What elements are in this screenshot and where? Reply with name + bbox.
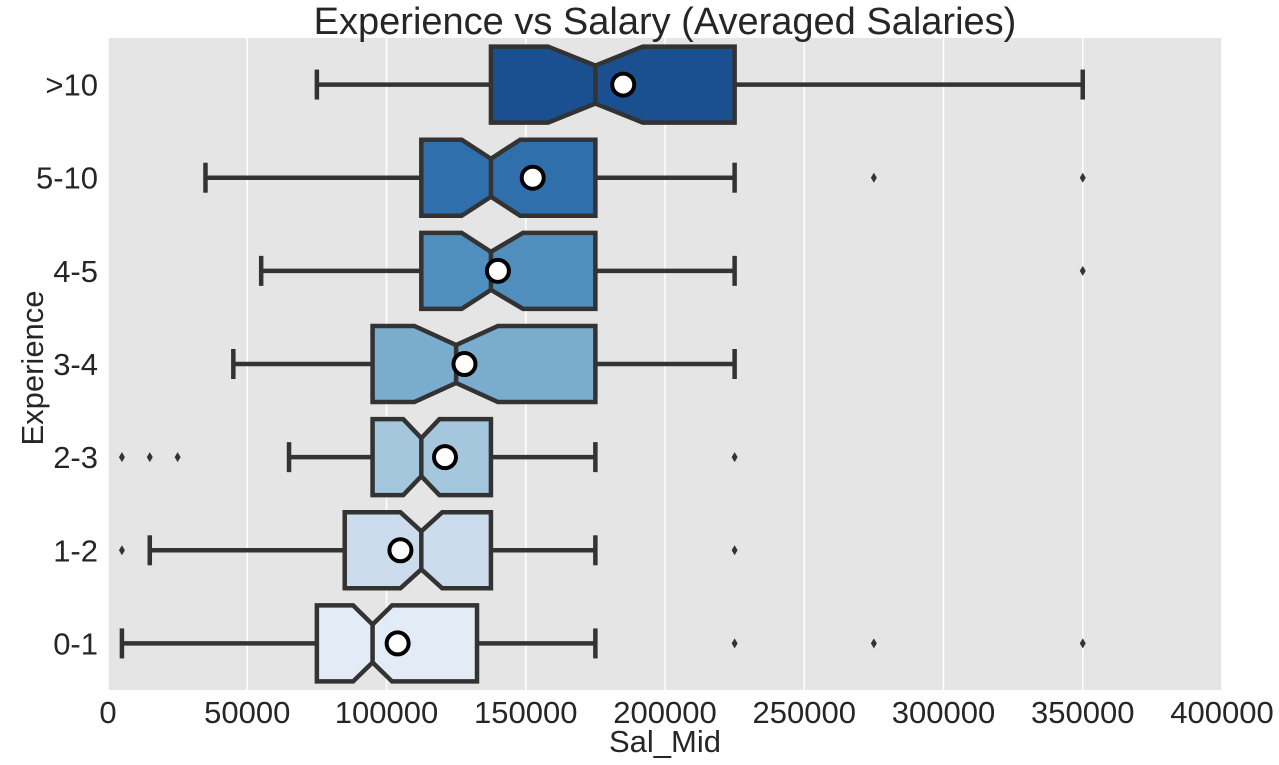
- mean-marker: [384, 630, 411, 657]
- box-body: [370, 323, 598, 405]
- y-tick-label: 5-10: [36, 161, 98, 196]
- outlier-point: [174, 452, 181, 463]
- y-tick-label: 0-1: [53, 626, 98, 661]
- y-axis-title: Experience: [15, 290, 50, 445]
- mean-marker: [519, 164, 546, 191]
- mean-marker: [484, 257, 511, 284]
- outlier-point: [731, 545, 738, 556]
- box-body: [419, 137, 598, 218]
- outlier-point: [731, 452, 738, 463]
- mean-marker: [431, 444, 458, 471]
- outlier-point: [146, 452, 153, 463]
- y-tick-label: 1-2: [53, 533, 98, 568]
- box-body: [370, 416, 494, 498]
- mean-marker: [387, 537, 414, 564]
- box-group: [203, 137, 1086, 218]
- y-tick-label: 3-4: [53, 347, 98, 382]
- box-layer: [118, 44, 1086, 684]
- x-tick-label: 0: [99, 695, 116, 730]
- box-group: [314, 44, 1085, 125]
- x-tick-label: 300000: [892, 695, 995, 730]
- box-group: [119, 603, 1086, 684]
- tick-layer: 0 50000 100000 150000 200000 250000 300000 3500…: [36, 68, 1274, 730]
- mean-marker: [610, 71, 637, 98]
- chart-title: Experience vs Salary (Averaged Salaries): [314, 1, 1017, 43]
- outlier-point: [731, 638, 738, 649]
- x-tick-label: 250000: [753, 695, 856, 730]
- box-group: [231, 323, 737, 405]
- x-tick-label: 100000: [335, 695, 438, 730]
- box-group: [118, 416, 738, 498]
- box-group: [118, 510, 738, 591]
- outlier-point: [870, 172, 877, 183]
- x-tick-label: 150000: [474, 695, 577, 730]
- box-group: [258, 230, 1086, 312]
- outlier-point: [870, 638, 877, 649]
- box-body: [342, 510, 494, 591]
- y-tick-label: 4-5: [53, 254, 98, 289]
- x-tick-label: 350000: [1031, 695, 1134, 730]
- x-tick-label: 400000: [1170, 695, 1273, 730]
- y-tick-label: 2-3: [53, 440, 98, 475]
- outlier-point: [1079, 638, 1086, 649]
- mean-marker: [451, 351, 478, 377]
- x-tick-label: 200000: [613, 695, 716, 730]
- y-tick-label: >10: [45, 68, 98, 103]
- outlier-point: [118, 452, 125, 463]
- x-axis-title: Sal_Mid: [609, 724, 721, 759]
- outlier-point: [1079, 172, 1086, 183]
- x-tick-label: 50000: [204, 695, 290, 730]
- outlier-point: [118, 545, 125, 556]
- outlier-point: [1079, 265, 1086, 276]
